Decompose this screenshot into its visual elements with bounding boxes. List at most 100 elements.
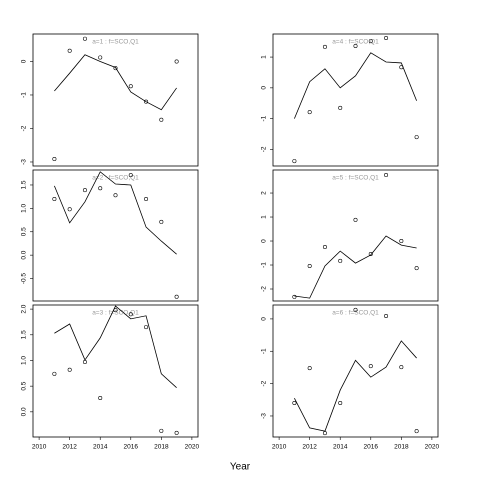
x-axis-label: Year	[230, 462, 251, 473]
point	[338, 258, 343, 263]
y-tick-label: 1	[261, 55, 268, 59]
point	[384, 173, 389, 178]
y-tick-label: 0	[261, 239, 268, 243]
point	[399, 239, 404, 244]
point	[82, 36, 87, 41]
point	[338, 401, 343, 406]
point	[98, 186, 103, 191]
point	[52, 156, 57, 161]
point	[322, 245, 327, 250]
y-tick-label: -1	[261, 348, 268, 354]
point	[368, 251, 373, 256]
panel: a=6 : f=SCO,Q1 0 -1 -2 -3 2010 2012 2014 2016 201…	[261, 304, 440, 451]
point	[52, 371, 57, 376]
fit-line	[54, 171, 177, 255]
point	[292, 401, 297, 406]
x-tick-label: 2020	[425, 444, 440, 451]
y-tick-label: 0	[261, 317, 268, 321]
x-tick-label: 2016	[364, 444, 379, 451]
point	[113, 66, 118, 71]
y-tick-label: 2	[261, 191, 268, 195]
point	[414, 266, 419, 271]
panel-frame	[32, 33, 199, 167]
point	[52, 197, 57, 202]
y-tick-label: -2	[261, 380, 268, 386]
point	[159, 219, 164, 224]
point	[292, 294, 297, 299]
panel-title: a=3 : f=SCO,Q1	[92, 310, 139, 317]
point	[384, 35, 389, 40]
point	[128, 84, 133, 89]
x-tick-label: 2014	[93, 444, 108, 451]
point	[307, 366, 312, 371]
point	[322, 44, 327, 49]
y-tick-label: -1	[261, 115, 268, 121]
y-tick-label: 1.5	[21, 330, 28, 339]
panel: a=3 : f=SCO,Q1 2.0 1.5 1.0 0.5 0.0 2010 2012 201…	[21, 304, 200, 451]
fit-line	[294, 235, 417, 299]
point	[159, 428, 164, 433]
y-tick-label: 1	[261, 215, 268, 219]
panel-title: a=1 : f=SCO,Q1	[92, 39, 139, 46]
x-tick-label: 2014	[333, 444, 348, 451]
x-tick-label: 2012	[62, 444, 77, 451]
panel-title: a=6 : f=SCO,Q1	[332, 310, 379, 317]
point	[368, 39, 373, 44]
panel-frame	[272, 33, 439, 167]
y-tick-label: -3	[21, 159, 28, 165]
point	[67, 48, 72, 53]
panel-title: a=4 : f=SCO,Q1	[332, 39, 379, 46]
point	[322, 431, 327, 436]
point	[128, 173, 133, 178]
y-tick-label: 1.5	[21, 180, 28, 189]
point	[368, 364, 373, 369]
x-tick-label: 2012	[302, 444, 317, 451]
y-tick-label: 2.0	[21, 304, 28, 313]
fit-line	[54, 54, 177, 111]
point	[144, 197, 149, 202]
point	[307, 110, 312, 115]
fit-line	[294, 340, 417, 432]
x-tick-label: 2020	[185, 444, 200, 451]
panel-frame	[272, 169, 439, 302]
y-tick-label: 0.0	[21, 250, 28, 259]
fit-line	[294, 52, 417, 119]
panel-frame	[32, 304, 199, 438]
point	[82, 188, 87, 193]
y-tick-label: 0.5	[21, 381, 28, 390]
point	[174, 294, 179, 299]
point	[67, 207, 72, 212]
panel: a=5 : f=SCO,Q1 2 1 0 -1 -2	[261, 169, 439, 302]
fit-line	[54, 305, 177, 388]
panel: a=2 : f=SCO,Q1 1.5 1.0 0.5 0.0 -0.5	[21, 169, 199, 302]
point	[414, 429, 419, 434]
point	[159, 117, 164, 122]
panel: a=1 : f=SCO,Q1 0 -1 -2 -3	[21, 33, 199, 167]
point	[307, 263, 312, 268]
x-tick-label: 2010	[32, 444, 47, 451]
y-tick-label: -2	[261, 286, 268, 292]
point	[128, 312, 133, 317]
x-tick-label: 2018	[394, 444, 409, 451]
point	[292, 159, 297, 164]
y-tick-label: 0.0	[21, 407, 28, 416]
y-tick-label: 0.5	[21, 227, 28, 236]
point	[174, 59, 179, 64]
point	[353, 43, 358, 48]
panel-frame	[32, 169, 199, 302]
point	[353, 307, 358, 312]
y-tick-label: -3	[261, 413, 268, 419]
point	[113, 193, 118, 198]
y-tick-label: -2	[21, 125, 28, 131]
point	[338, 105, 343, 110]
point	[174, 430, 179, 435]
point	[144, 325, 149, 330]
y-tick-label: 1.0	[21, 356, 28, 365]
point	[98, 55, 103, 60]
x-tick-label: 2016	[124, 444, 139, 451]
y-tick-label: -1	[261, 262, 268, 268]
point	[144, 99, 149, 104]
panel: a=4 : f=SCO,Q1 1 0 -1 -2	[261, 33, 439, 167]
point	[399, 365, 404, 370]
